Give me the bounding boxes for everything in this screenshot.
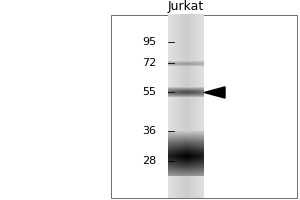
Bar xyxy=(111,15,297,198)
Text: 55: 55 xyxy=(142,87,156,97)
Polygon shape xyxy=(204,87,225,98)
Text: 28: 28 xyxy=(142,156,156,166)
Text: Jurkat: Jurkat xyxy=(168,0,204,13)
Text: 72: 72 xyxy=(142,58,156,68)
Text: 95: 95 xyxy=(142,37,156,47)
Text: 36: 36 xyxy=(142,126,156,136)
Bar xyxy=(168,15,204,198)
